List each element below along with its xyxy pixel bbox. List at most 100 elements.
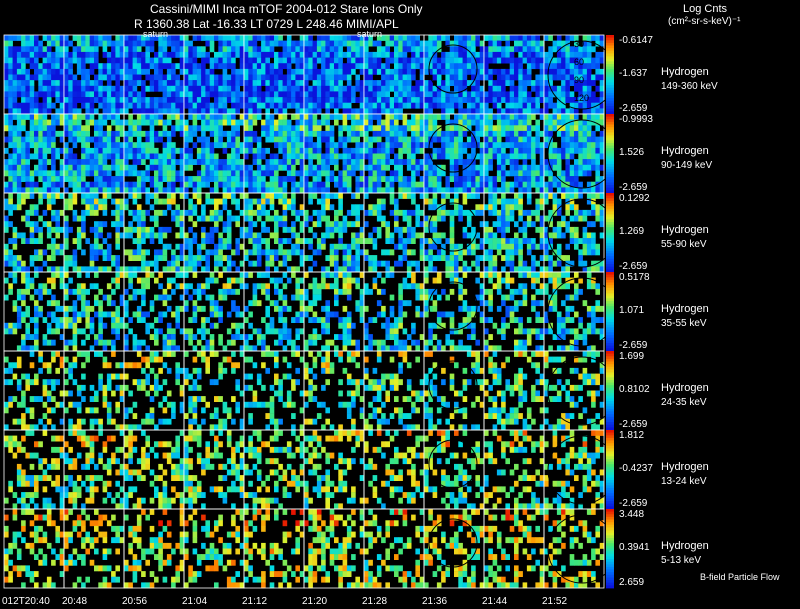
heatmap-cell — [424, 226, 429, 233]
heatmap-cell — [428, 142, 433, 149]
heatmap-cell — [252, 68, 258, 75]
heatmap-cell — [595, 57, 600, 64]
heatmap-cell — [308, 74, 313, 81]
heatmap-cell — [488, 159, 493, 165]
heatmap-cell — [38, 153, 43, 160]
colorbar-segment — [606, 182, 614, 186]
heatmap-cell — [46, 63, 52, 70]
heatmap-cell — [582, 170, 588, 177]
heatmap-cell — [526, 142, 532, 149]
heatmap-cell — [535, 136, 540, 143]
heatmap-cell — [25, 322, 30, 329]
heatmap-cell — [222, 266, 228, 273]
heatmap-cell — [526, 215, 532, 222]
heatmap-cell — [278, 164, 283, 171]
heatmap-cell — [325, 176, 330, 182]
heatmap-cell — [218, 249, 223, 256]
heatmap-cell — [394, 226, 399, 233]
heatmap-cell — [205, 159, 210, 165]
heatmap-cell — [269, 170, 275, 177]
heatmap-cell — [128, 164, 133, 171]
heatmap-cell — [484, 187, 489, 194]
heatmap-cell — [76, 215, 82, 222]
heatmap-cell — [325, 187, 330, 194]
heatmap-cell — [64, 147, 69, 154]
heatmap-cell — [556, 57, 562, 64]
heatmap-cell — [316, 249, 322, 256]
heatmap-cell — [94, 147, 99, 154]
heatmap-cell — [115, 68, 120, 75]
heatmap-cell — [299, 114, 305, 120]
heatmap-cell — [34, 334, 39, 340]
heatmap-cell — [29, 153, 35, 160]
heatmap-cell — [244, 119, 249, 126]
heatmap-cell — [98, 147, 103, 154]
heatmap-cell — [492, 40, 498, 47]
heatmap-cell — [334, 164, 339, 171]
heatmap-cell — [154, 176, 159, 182]
heatmap-cell — [231, 198, 236, 205]
heatmap-cell — [466, 215, 472, 222]
heatmap-cell — [295, 51, 300, 58]
heatmap-cell — [34, 249, 39, 256]
heatmap-cell — [124, 232, 129, 239]
heatmap-cell — [586, 193, 592, 199]
heatmap-cell — [561, 85, 566, 92]
heatmap-cell — [458, 153, 463, 160]
heatmap-cell — [179, 57, 185, 64]
heatmap-cell — [308, 193, 313, 199]
heatmap-cell — [196, 147, 202, 154]
colorbar-segment — [606, 153, 614, 157]
heatmap-cell — [355, 35, 360, 41]
heatmap-cell — [201, 136, 206, 143]
heatmap-cell — [171, 68, 176, 75]
heatmap-cell — [449, 119, 455, 126]
heatmap-cell — [445, 260, 450, 267]
heatmap-cell — [158, 35, 163, 41]
heatmap-cell — [578, 147, 583, 154]
heatmap-cell — [16, 35, 22, 41]
heatmap-cell — [475, 164, 480, 171]
heatmap-cell — [518, 255, 523, 261]
heatmap-cell — [162, 159, 168, 165]
heatmap-cell — [136, 142, 142, 149]
heatmap-cell — [552, 226, 558, 233]
heatmap-cell — [222, 51, 228, 58]
heatmap-cell — [278, 130, 283, 137]
heatmap-cell — [556, 153, 562, 160]
heatmap-cell — [488, 51, 493, 58]
heatmap-cell — [145, 46, 150, 53]
heatmap-cell — [12, 255, 18, 261]
heatmap-cell — [21, 147, 26, 154]
heatmap-cell — [25, 114, 30, 120]
colorbar-segment — [606, 77, 614, 81]
heatmap-cell — [8, 74, 13, 81]
heatmap-cell — [76, 232, 82, 239]
heatmap-cell — [34, 97, 39, 103]
heatmap-cell — [441, 232, 446, 239]
heatmap-cell — [145, 40, 150, 47]
heatmap-cell — [252, 238, 258, 244]
heatmap-cell — [312, 74, 318, 81]
heatmap-cell — [359, 181, 365, 188]
heatmap-cell — [471, 153, 476, 160]
heatmap-cell — [68, 85, 73, 92]
heatmap-cell — [505, 130, 510, 137]
heatmap-cell — [149, 80, 155, 86]
heatmap-cell — [205, 136, 210, 143]
heatmap-cell — [175, 204, 180, 211]
heatmap-cell — [51, 193, 56, 199]
heatmap-cell — [518, 51, 523, 58]
heatmap-cell — [98, 181, 103, 188]
heatmap-cell — [8, 288, 13, 295]
heatmap-cell — [286, 147, 292, 154]
heatmap-cell — [574, 209, 579, 216]
heatmap-cell — [544, 266, 549, 273]
heatmap-cell — [252, 51, 258, 58]
heatmap-cell — [544, 74, 549, 81]
heatmap-cell — [171, 108, 176, 115]
heatmap-cell — [64, 215, 69, 222]
colorbar-segment — [606, 240, 614, 244]
heatmap-cell — [256, 51, 262, 58]
heatmap-cell — [321, 159, 326, 165]
